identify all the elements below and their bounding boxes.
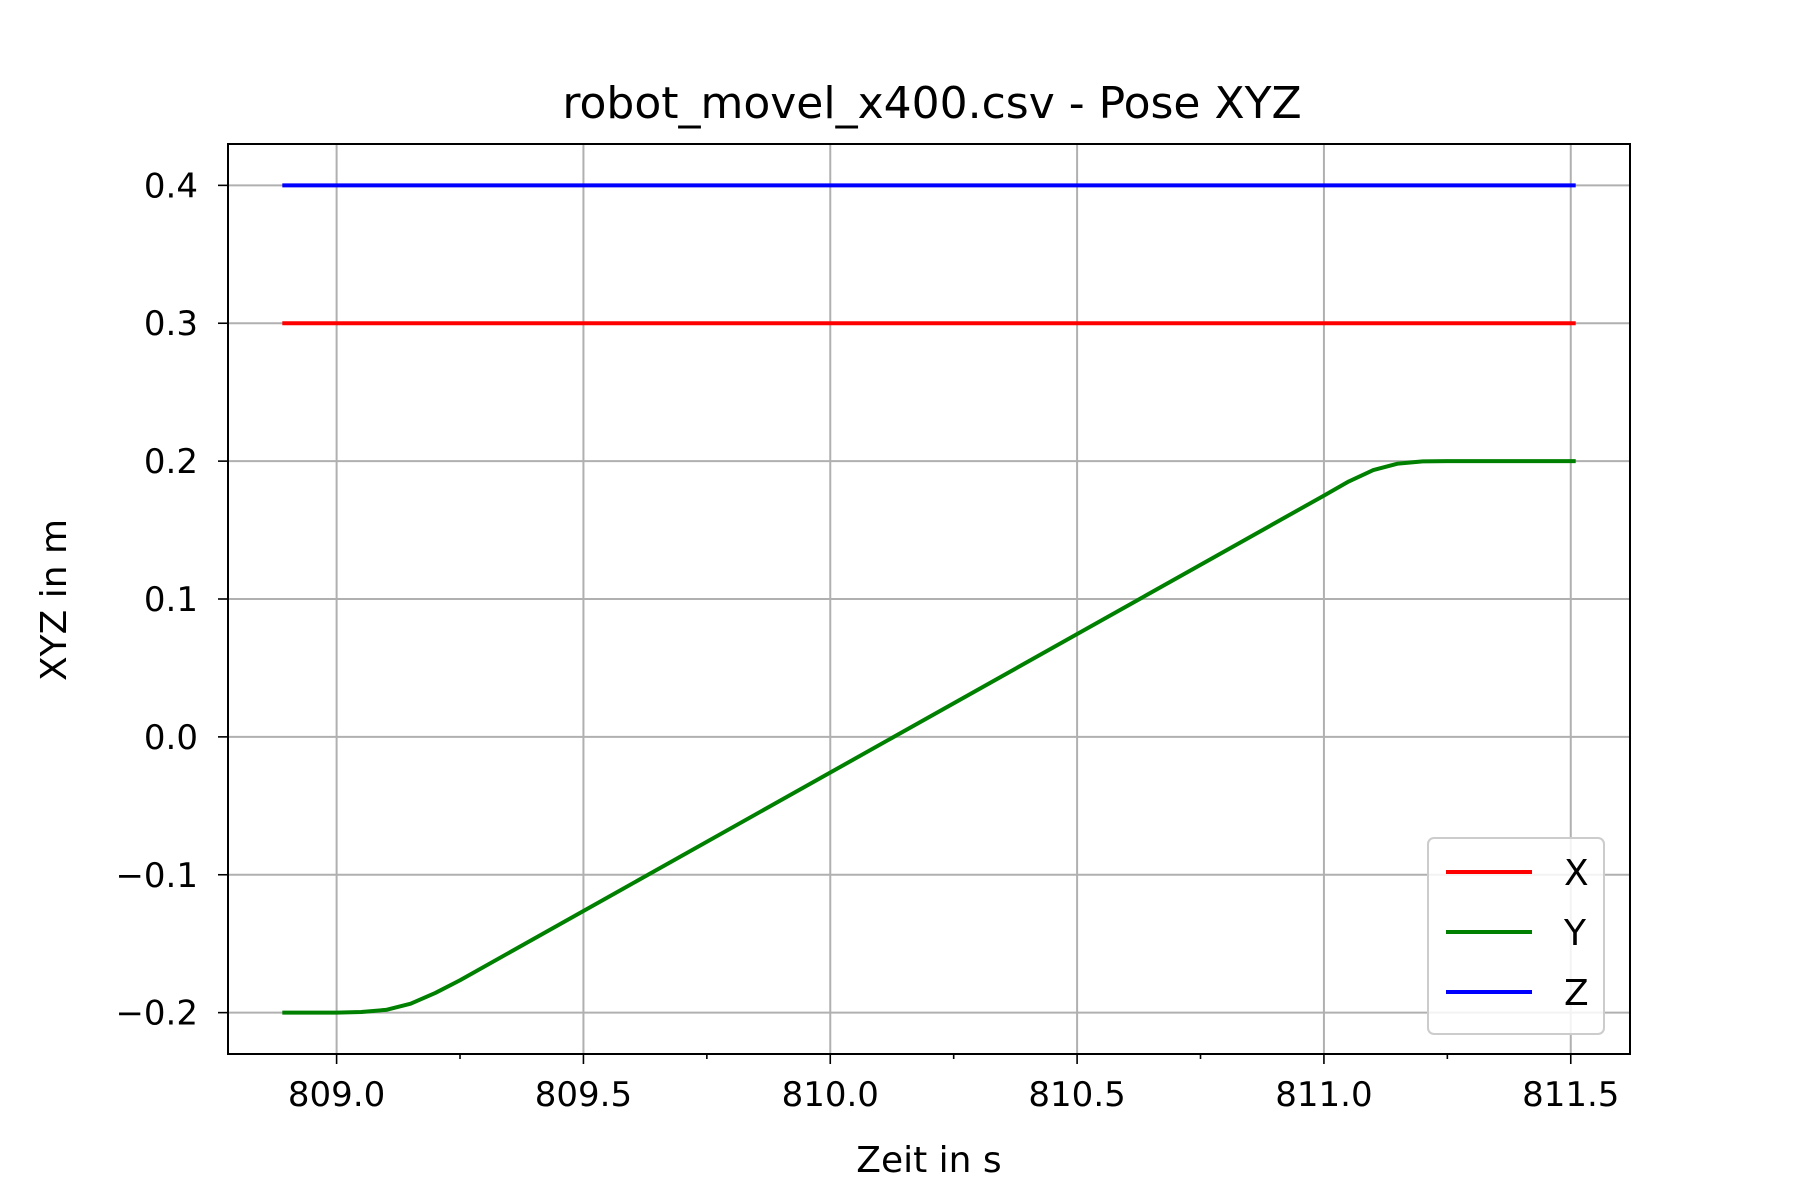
x-tick-label: 809.5: [535, 1075, 632, 1115]
y-tick-label: 0.2: [144, 442, 198, 482]
y-tick-label: 0.3: [144, 304, 198, 344]
y-axis-ticks: −0.2 −0.1 0.0 0.1 0.2 0.3 0.4: [115, 166, 228, 1034]
y-axis-label: XYZ in m: [34, 519, 75, 681]
x-tick-label: 810.5: [1028, 1075, 1125, 1115]
y-tick-label: 0.0: [144, 718, 198, 758]
y-tick-label: 0.1: [144, 580, 198, 620]
x-tick-label: 811.0: [1275, 1075, 1372, 1115]
y-tick-label: 0.4: [144, 166, 198, 206]
legend-box: [1427, 837, 1605, 1035]
legend-label-z: Z: [1564, 973, 1589, 1014]
y-tick-label: −0.1: [115, 856, 198, 896]
legend: XYZ: [1427, 837, 1605, 1035]
legend-label-y: Y: [1563, 913, 1587, 954]
chart-title: robot_movel_x400.csv - Pose XYZ: [562, 78, 1301, 129]
x-tick-label: 809.0: [288, 1075, 385, 1115]
x-axis-label: Zeit in s: [856, 1140, 1001, 1181]
y-tick-label: −0.2: [115, 994, 198, 1034]
plot-series: [282, 183, 1576, 1015]
x-tick-label: 811.5: [1522, 1075, 1619, 1115]
series-line-y: [282, 459, 1576, 1015]
grid-lines: [228, 144, 1630, 1054]
x-tick-label: 810.0: [782, 1075, 879, 1115]
legend-label-x: X: [1564, 853, 1589, 894]
x-axis-ticks: 809.0 809.5 810.0 810.5 811.0 811.5: [288, 1054, 1619, 1115]
